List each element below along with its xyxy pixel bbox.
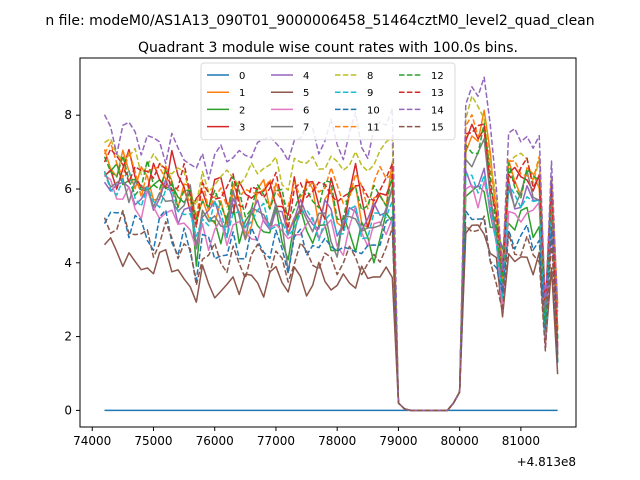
x-tick-label: 76000 — [196, 434, 234, 448]
legend-label-6: 6 — [303, 105, 309, 116]
plot-frame — [79, 57, 577, 428]
series-line-10 — [103, 209, 559, 412]
legend-label-2: 2 — [239, 105, 245, 116]
legend-label-10: 10 — [367, 105, 380, 116]
x-tick-label: 75000 — [134, 434, 172, 448]
x-tick-label: 77000 — [257, 434, 295, 448]
x-tick-label: 74000 — [73, 434, 111, 448]
y-tick-label: 8 — [64, 108, 72, 122]
y-tick-label: 4 — [64, 256, 72, 270]
series-layer — [103, 76, 559, 412]
x-tick-label: 81000 — [502, 434, 540, 448]
legend-label-4: 4 — [303, 71, 309, 82]
x-tick-label: 78000 — [318, 434, 356, 448]
series-line-5 — [103, 224, 559, 412]
x-tick-label: 80000 — [441, 434, 479, 448]
legend-label-12: 12 — [431, 71, 444, 82]
y-tick-label: 6 — [64, 182, 72, 196]
legend-label-15: 15 — [431, 123, 444, 134]
y-tick-label: 2 — [64, 330, 72, 344]
series-line-7 — [103, 138, 559, 412]
legend-label-11: 11 — [367, 123, 380, 134]
series-line-9 — [103, 169, 559, 412]
legend-label-3: 3 — [239, 123, 245, 134]
legend-label-9: 9 — [367, 88, 373, 99]
y-tick-label: 0 — [64, 403, 72, 417]
series-line-15 — [103, 209, 559, 412]
legend-label-14: 14 — [431, 105, 444, 116]
series-line-8 — [104, 95, 559, 412]
legend-label-0: 0 — [239, 71, 245, 82]
series-line-13 — [103, 123, 559, 412]
series-line-6 — [104, 174, 559, 412]
chart-title: Quadrant 3 module wise count rates with … — [138, 40, 518, 56]
x-axis-offset-label: +4.813e8 — [517, 455, 576, 469]
legend-box — [200, 62, 456, 141]
series-line-4 — [103, 167, 559, 412]
series-line-12 — [103, 122, 559, 412]
y-axis: 0 2 4 6 8 — [64, 108, 80, 417]
legend-label-8: 8 — [367, 71, 373, 82]
legend-label-5: 5 — [303, 88, 309, 99]
x-axis: 74000 75000 76000 77000 78000 79000 80000 81000 — [73, 427, 540, 448]
legend-label-1: 1 — [239, 88, 245, 99]
legend-label-13: 13 — [431, 88, 444, 99]
x-tick-label: 79000 — [379, 434, 417, 448]
legend-label-7: 7 — [303, 123, 309, 134]
figure-suptitle: n file: modeM0/AS1A13_090T01_9000006458_… — [45, 13, 594, 29]
